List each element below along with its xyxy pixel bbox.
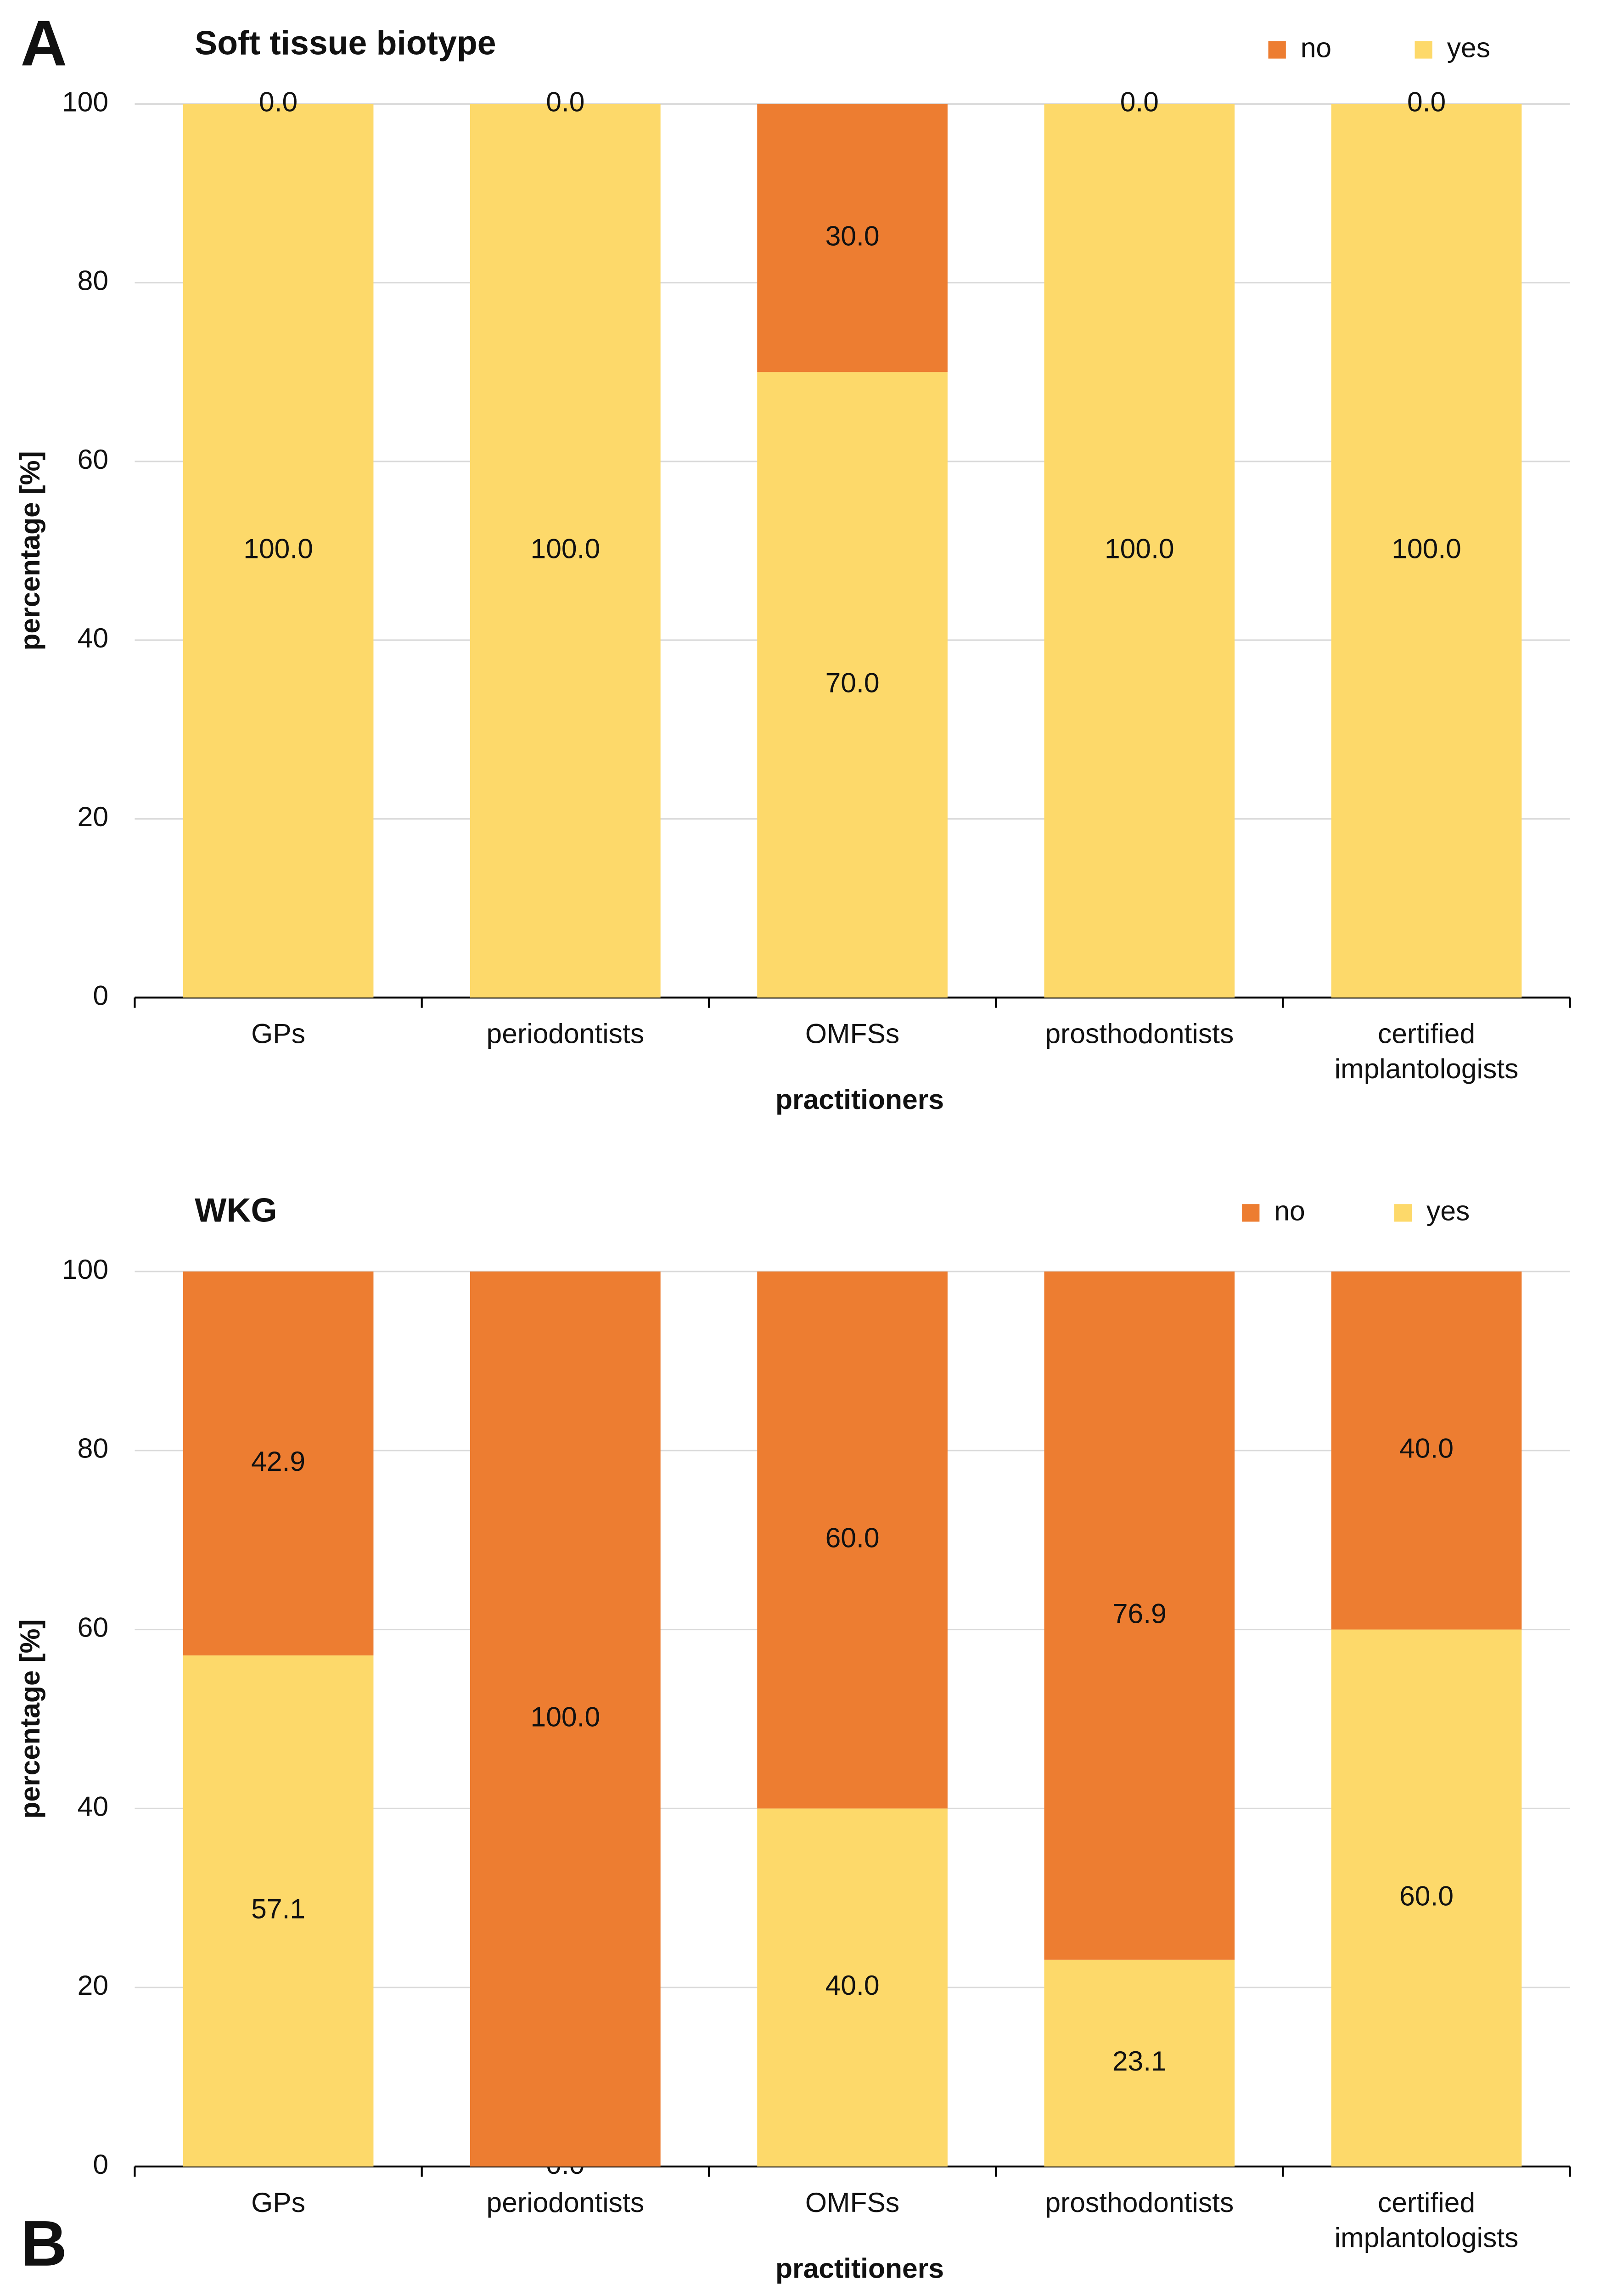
y-tick-label: 60 [78,444,108,475]
value-label: 76.9 [1112,1598,1167,1629]
value-label: 0.0 [1407,86,1446,118]
bar-segment [470,1271,661,2167]
x-axis-title: practitioners [775,2253,944,2284]
x-tick-label-line: implantologists [1335,2222,1519,2253]
value-label: 30.0 [825,220,880,251]
x-tick-label: GPs [251,1018,305,1049]
legend-label: no [1301,32,1331,63]
value-label: 57.1 [251,1893,305,1925]
y-tick-label: 0 [93,2149,108,2180]
x-tick-label: prosthodontists [1045,2187,1234,2218]
chart-title: WKG [195,1192,277,1229]
legend-swatch [1242,1204,1260,1222]
x-tick-label-line: certified [1378,1018,1475,1049]
bar-segment [1044,1271,1235,1960]
bar-segment [757,372,948,998]
panel-label: B [21,2207,67,2279]
value-label: 60.0 [825,1522,880,1553]
y-axis-title: percentage [%] [14,1619,45,1818]
value-label: 0.0 [1120,86,1159,118]
bar-segment [757,1808,948,2167]
y-tick-label: 20 [78,1970,108,2001]
x-tick-label: periodontists [487,1018,645,1049]
value-label: 100.0 [243,533,313,564]
x-tick-label: OMFSs [805,1018,899,1049]
bar-segment [1331,1629,1522,2167]
value-label: 40.0 [1399,1433,1454,1464]
x-tick-label: certified implantologists [1335,1018,1519,1084]
y-tick-label: 40 [78,622,108,653]
legend-label: no [1274,1195,1305,1226]
bar-segment [183,1655,374,2167]
legend-label: yes [1447,32,1490,63]
bar-segment [1331,104,1522,998]
x-tick-label: GPs [251,2187,305,2218]
legend-swatch [1415,41,1432,59]
y-tick-label: 40 [78,1790,108,1822]
y-tick-label: 0 [93,979,108,1011]
y-tick-label: 80 [78,1433,108,1464]
bar-segment [183,104,374,998]
value-label: 0.0 [546,86,584,118]
bar-segment [1044,1959,1235,2167]
legend-label: yes [1426,1195,1470,1226]
y-tick-label: 80 [78,265,108,296]
value-label: 60.0 [1399,1880,1454,1911]
chart-title: Soft tissue biotype [195,24,496,62]
value-label: 40.0 [825,1970,880,2001]
x-tick-label: certified implantologists [1335,2187,1519,2253]
bar-segment [757,1271,948,1809]
y-axis-title: percentage [%] [14,451,45,650]
value-label: 100.0 [1392,533,1461,564]
value-label: 70.0 [825,667,880,698]
value-label: 100.0 [531,533,601,564]
bar-segment [183,1271,374,1656]
bar-segment [470,104,661,998]
legend-swatch [1268,41,1286,59]
bar-segment [1044,104,1235,998]
value-label: 100.0 [531,1701,601,1732]
x-axis-title: practitioners [775,1084,944,1115]
value-label: 100.0 [1105,533,1174,564]
value-label: 0.0 [259,86,298,118]
y-tick-label: 60 [78,1612,108,1643]
y-tick-label: 20 [78,801,108,832]
bar-segment [757,104,948,372]
panel-label: A [21,7,67,79]
value-label: 42.9 [251,1446,305,1477]
legend-swatch [1394,1204,1412,1222]
value-label: 23.1 [1112,2045,1167,2077]
bar-segment [1331,1271,1522,1630]
x-tick-label: OMFSs [805,2187,899,2218]
y-tick-label: 100 [62,86,108,118]
x-tick-label-line: certified [1378,2187,1475,2218]
x-tick-label: periodontists [487,2187,645,2218]
y-tick-label: 100 [62,1254,108,1285]
x-tick-label-line: implantologists [1335,1053,1519,1084]
x-tick-label: prosthodontists [1045,1018,1234,1049]
